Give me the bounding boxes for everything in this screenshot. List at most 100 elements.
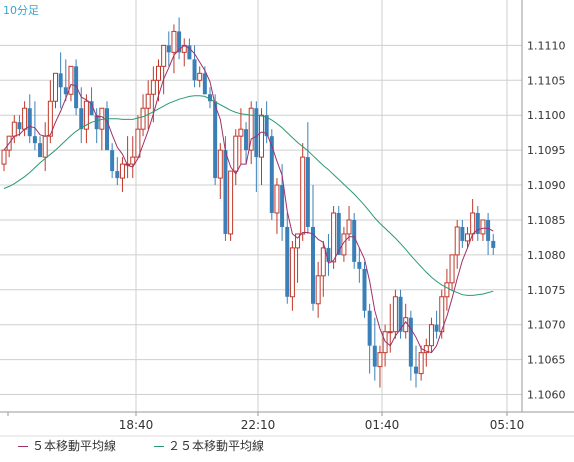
candle-body-down bbox=[311, 226, 315, 304]
x-tick-label: 05:10 bbox=[490, 418, 525, 432]
candle-body-up bbox=[140, 107, 146, 130]
y-tick-label: 1.1085 bbox=[527, 214, 566, 227]
candle-body-down bbox=[398, 296, 403, 332]
candle-body-up bbox=[22, 107, 28, 130]
candle-body-down bbox=[254, 108, 259, 158]
candle-body-down bbox=[38, 143, 43, 158]
candle-body-down bbox=[362, 268, 367, 311]
candle-body-down bbox=[94, 115, 99, 130]
timeframe-label: 10分足 bbox=[3, 4, 39, 17]
candle-body-up bbox=[238, 128, 244, 137]
candle-body-up bbox=[150, 79, 156, 95]
candle-body-up bbox=[392, 296, 398, 333]
candle-body-down bbox=[486, 219, 491, 241]
candle-body-down bbox=[280, 185, 285, 227]
candle-body-up bbox=[315, 275, 321, 305]
candle-body-up bbox=[470, 212, 476, 235]
candle-body-down bbox=[460, 226, 465, 241]
candle-body-down bbox=[352, 219, 357, 262]
candle-body-up bbox=[289, 247, 295, 298]
candle-body-down bbox=[285, 226, 290, 297]
candle-body-down bbox=[32, 136, 37, 144]
candle-body-down bbox=[202, 73, 207, 95]
candle-body-down bbox=[27, 108, 32, 137]
candle-body-down bbox=[475, 212, 480, 234]
candle-body-down bbox=[89, 101, 94, 116]
candle-body-up bbox=[11, 121, 17, 137]
candle-body-up bbox=[387, 331, 393, 334]
candle-body-down bbox=[213, 101, 218, 179]
x-tick-label: 01:40 bbox=[365, 418, 400, 432]
candle-body-up bbox=[161, 44, 167, 67]
candle-body-up bbox=[300, 156, 306, 235]
candle-body-up bbox=[233, 135, 239, 172]
candle-body-up bbox=[130, 156, 136, 165]
candle-body-down bbox=[223, 150, 228, 234]
candle-body-up bbox=[259, 114, 264, 158]
ma25-swatch bbox=[154, 446, 164, 447]
x-tick-label: 22:10 bbox=[241, 418, 276, 432]
legend-ma5: ５本移動平均線 bbox=[18, 437, 116, 454]
candle-body-down bbox=[17, 122, 22, 130]
candle-body-up bbox=[53, 72, 58, 102]
candle-body-up bbox=[274, 184, 280, 214]
candle-body-down bbox=[192, 59, 197, 81]
candle-body-down bbox=[269, 136, 274, 213]
candle-body-up bbox=[119, 163, 125, 179]
candle-body-up bbox=[295, 233, 301, 249]
candle-body-up bbox=[135, 128, 141, 158]
candle-body-down bbox=[187, 45, 192, 60]
candle-body-up bbox=[382, 331, 388, 354]
candle-body-down bbox=[208, 94, 212, 102]
candle-body-down bbox=[408, 317, 413, 367]
candle-body-up bbox=[248, 107, 254, 151]
candle-body-down bbox=[434, 324, 439, 332]
candle-body-up bbox=[418, 352, 424, 375]
candle-body-down bbox=[491, 240, 496, 248]
candle-body-down bbox=[58, 73, 63, 88]
candle-body-up bbox=[1, 149, 7, 165]
candle-body-down bbox=[79, 108, 84, 130]
y-tick-label: 1.1070 bbox=[527, 319, 566, 332]
candle-body-down bbox=[110, 150, 115, 172]
y-tick-label: 1.1075 bbox=[527, 284, 566, 297]
candle-body-up bbox=[444, 282, 450, 298]
candle-body-up bbox=[156, 65, 161, 81]
candle-body-down bbox=[372, 345, 377, 367]
candle-body-up bbox=[47, 100, 53, 137]
legend-ma25-label: ２５本移動平均線 bbox=[168, 439, 265, 453]
candle-body-up bbox=[145, 93, 151, 109]
candle-body-down bbox=[305, 157, 310, 227]
candle-body-down bbox=[177, 31, 182, 53]
ma5-line bbox=[3, 44, 494, 354]
candle-body-up bbox=[320, 247, 326, 277]
y-tick-label: 1.1095 bbox=[527, 144, 566, 157]
candle-body-down bbox=[414, 366, 418, 374]
candle-body-down bbox=[336, 212, 341, 255]
candle-body-down bbox=[105, 108, 109, 151]
candle-body-up bbox=[428, 324, 434, 347]
candle-body-up bbox=[341, 233, 347, 256]
candle-body-down bbox=[244, 129, 249, 151]
ma5-swatch bbox=[18, 446, 28, 447]
y-tick-label: 1.1110 bbox=[527, 39, 566, 52]
candle-body-up bbox=[346, 219, 352, 235]
candle-body-up bbox=[217, 149, 223, 179]
candle-body-up bbox=[403, 317, 409, 333]
y-tick-label: 1.1100 bbox=[527, 109, 566, 122]
candle-body-down bbox=[115, 171, 120, 179]
candle-body-down bbox=[166, 45, 171, 53]
candle-body-down bbox=[357, 261, 362, 269]
candle-body-up bbox=[449, 254, 455, 284]
y-tick-label: 1.1090 bbox=[527, 179, 566, 192]
candle-body-down bbox=[326, 247, 331, 262]
candle-body-up bbox=[228, 170, 234, 235]
x-tick-label: 18:40 bbox=[119, 418, 154, 432]
candle-body-up bbox=[197, 72, 203, 81]
y-tick-label: 1.1080 bbox=[527, 249, 566, 262]
candle-body-down bbox=[63, 87, 68, 95]
candle-body-up bbox=[465, 233, 470, 242]
candle-body-down bbox=[264, 115, 269, 137]
